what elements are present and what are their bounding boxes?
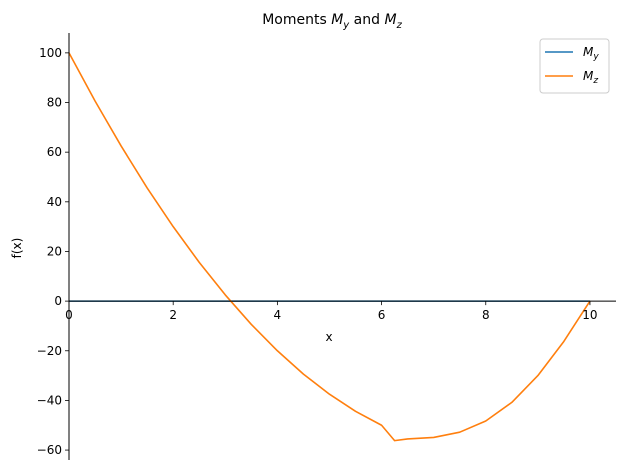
- y-tick-label: −60: [37, 443, 62, 457]
- y-tick-label: −20: [37, 344, 62, 358]
- y-tick-label: 60: [47, 145, 62, 159]
- chart-title-middle: and: [349, 12, 384, 28]
- legend-label-mz: Mz: [583, 69, 598, 86]
- x-axis-title: x: [325, 330, 332, 344]
- legend-frame: [539, 38, 610, 94]
- series-line-mz: [68, 52, 591, 442]
- y-tick-label: 40: [47, 195, 62, 209]
- y-tick-label: 80: [47, 96, 62, 110]
- x-tick-label: 8: [482, 308, 490, 322]
- plot-series: [68, 52, 591, 442]
- chart-title: Moments My and Mz: [262, 12, 402, 31]
- y-axis-title: f(x): [10, 238, 24, 259]
- chart-title-var1: M: [331, 12, 343, 28]
- chart-title-var1-sub: y: [342, 20, 350, 31]
- axes: [68, 33, 616, 460]
- y-tick-label: 0: [54, 294, 62, 308]
- y-tick-label: 100: [39, 46, 62, 60]
- legend: My Mz: [539, 38, 610, 94]
- chart-title-var2-sub: z: [396, 20, 403, 31]
- x-tick-label: 10: [582, 308, 597, 322]
- y-tick-label: 20: [47, 244, 62, 258]
- x-tick-label: 6: [378, 308, 386, 322]
- chart-title-var2: M: [384, 12, 396, 28]
- y-tick-label: −40: [37, 393, 62, 407]
- chart-title-prefix: Moments: [262, 12, 331, 28]
- x-tick-label: 0: [65, 308, 73, 322]
- x-tick-label: 2: [169, 308, 177, 322]
- x-tick-label: 4: [274, 308, 282, 322]
- legend-label-my: My: [583, 45, 599, 62]
- ticks: 0 2 4 6 8 10 −60 −40 −20 0 20 40 60 80 100: [37, 46, 598, 457]
